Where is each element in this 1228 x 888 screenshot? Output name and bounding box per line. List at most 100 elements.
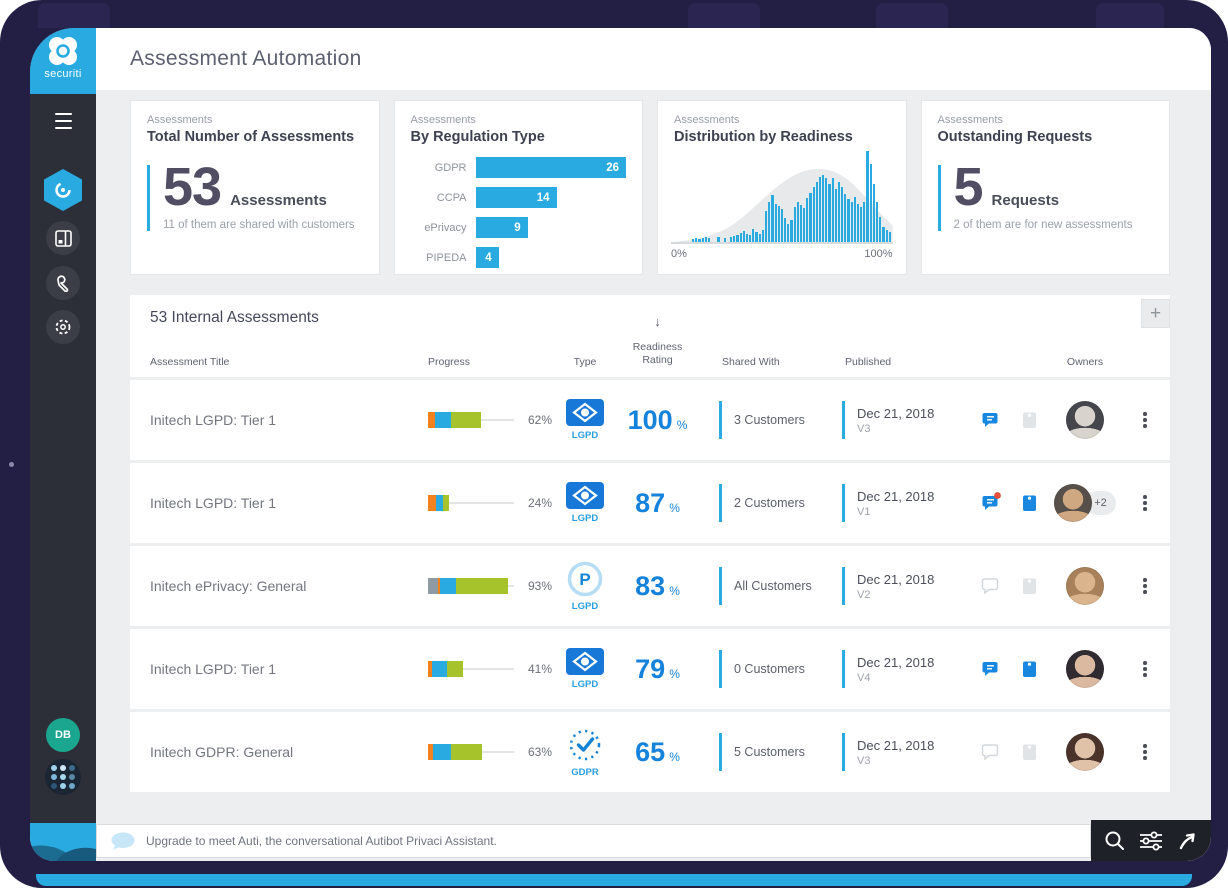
main-content: Assessment Automation Assessments Total … bbox=[96, 28, 1211, 861]
type-gdpr-icon: GDPR bbox=[560, 727, 610, 778]
assessment-title: Initech LGPD: Tier 1 bbox=[150, 495, 277, 511]
column-published: Published bbox=[845, 356, 892, 368]
card-eyebrow: Assessments bbox=[674, 114, 740, 126]
sidebar: securiti bbox=[30, 28, 96, 823]
progress-bar bbox=[428, 661, 514, 677]
card-title: Outstanding Requests bbox=[937, 129, 1093, 145]
stat-unit: Assessments bbox=[230, 192, 327, 210]
card-title: Distribution by Readiness bbox=[674, 129, 853, 145]
comments-icon[interactable] bbox=[981, 743, 1001, 761]
sidebar-item-settings[interactable] bbox=[30, 310, 96, 344]
card-eyebrow: Assessments bbox=[410, 114, 476, 126]
assessment-title: Initech ePrivacy: General bbox=[150, 578, 307, 594]
panel-layout-icon bbox=[46, 221, 80, 255]
gear-icon bbox=[46, 310, 80, 344]
table-rows: Initech LGPD: Tier 1 62% LGPD 100% 3 Cus… bbox=[130, 380, 1170, 792]
column-type: Type bbox=[573, 356, 597, 368]
progress-percent: 63% bbox=[528, 745, 553, 759]
clipboard-icon[interactable] bbox=[1022, 577, 1037, 595]
assessments-table: 53 Internal Assessments + Assessment Tit… bbox=[130, 295, 1170, 792]
row-menu-button[interactable] bbox=[1120, 412, 1170, 428]
table-header: 53 Internal Assessments + Assessment Tit… bbox=[130, 295, 1170, 377]
stat-value: 53 bbox=[163, 157, 222, 217]
regulation-label: GDPR bbox=[434, 161, 467, 174]
sidebar-item-apps[interactable] bbox=[30, 221, 96, 255]
table-row[interactable]: Initech LGPD: Tier 1 24% LGPD 87% 2 Cust… bbox=[130, 463, 1170, 543]
regulation-label: CCPA bbox=[436, 191, 467, 204]
column-assessment-title: Assessment Title bbox=[150, 356, 230, 368]
user-initials: DB bbox=[46, 718, 80, 752]
assessment-hexagon-icon bbox=[44, 169, 82, 211]
clipboard-icon[interactable] bbox=[1022, 494, 1037, 512]
type-lgpd-icon: LGPD bbox=[560, 648, 610, 690]
comments-icon[interactable] bbox=[982, 492, 1001, 512]
row-menu-button[interactable] bbox=[1120, 744, 1170, 760]
stat-note: 2 of them are for new assessments bbox=[953, 219, 1133, 232]
published: Dec 21, 2018 V3 bbox=[842, 733, 975, 771]
shared-with: 5 Customers bbox=[719, 733, 830, 771]
progress-bar bbox=[428, 744, 514, 760]
card-title: By Regulation Type bbox=[410, 129, 545, 145]
table-row[interactable]: Initech LGPD: Tier 1 41% LGPD 79% 0 Cust… bbox=[130, 629, 1170, 709]
table-row[interactable]: Initech ePrivacy: General 93% P LGPD 83% … bbox=[130, 546, 1170, 626]
type-label: GDPR bbox=[571, 766, 599, 778]
comments-icon[interactable] bbox=[982, 411, 1001, 429]
browser-tab-decor bbox=[688, 3, 760, 28]
assistant-input-bar[interactable]: Upgrade to meet Auti, the conversational… bbox=[96, 824, 1091, 858]
shared-with: 0 Customers bbox=[719, 650, 830, 688]
sidebar-item-tools[interactable] bbox=[30, 266, 96, 300]
hamburger-menu-icon[interactable] bbox=[30, 110, 96, 131]
sidebar-footer-decor bbox=[30, 823, 96, 861]
owner-avatar bbox=[1054, 484, 1093, 522]
progress-bar bbox=[428, 412, 514, 428]
table-row[interactable]: Initech LGPD: Tier 1 62% LGPD 100% 3 Cus… bbox=[130, 380, 1170, 460]
regulation-bar: 9 bbox=[475, 217, 528, 238]
comments-icon[interactable] bbox=[981, 577, 1001, 595]
readiness-rating: 79% bbox=[635, 653, 680, 684]
column-progress: Progress bbox=[428, 356, 471, 368]
assessment-title: Initech GDPR: General bbox=[150, 744, 294, 760]
apps-grid-button[interactable] bbox=[30, 759, 96, 795]
stat-block: 5 Requests 2 of them are for new assessm… bbox=[937, 160, 1154, 232]
app-window: securiti bbox=[30, 28, 1211, 861]
progress-bar bbox=[428, 578, 514, 594]
bottom-dock bbox=[1091, 820, 1211, 861]
launch-arrow-icon[interactable] bbox=[1177, 830, 1199, 852]
x-axis-min-label: 0% bbox=[671, 248, 687, 260]
table-row[interactable]: Initech GDPR: General 63% GDPR 65% 5 Cus… bbox=[130, 712, 1170, 792]
chat-bubble-icon bbox=[111, 832, 135, 850]
row-menu-button[interactable] bbox=[1120, 661, 1170, 677]
table-title: 53 Internal Assessments bbox=[150, 309, 319, 326]
row-menu-button[interactable] bbox=[1120, 578, 1170, 594]
card-outstanding-requests: Assessments Outstanding Requests 5 Reque… bbox=[920, 100, 1170, 275]
user-avatar-db[interactable]: DB bbox=[30, 718, 96, 752]
sort-descending-icon[interactable]: ↓ bbox=[654, 313, 661, 329]
regulation-bar-row: ePrivacy 9 bbox=[411, 217, 627, 238]
progress-percent: 41% bbox=[528, 662, 553, 676]
assessment-title: Initech LGPD: Tier 1 bbox=[150, 661, 277, 677]
clipboard-icon[interactable] bbox=[1022, 743, 1037, 761]
owner-avatar bbox=[1066, 733, 1104, 771]
readiness-rating: 100% bbox=[627, 404, 688, 435]
row-menu-button[interactable] bbox=[1120, 495, 1170, 511]
page-title: Assessment Automation bbox=[130, 47, 362, 70]
clipboard-icon[interactable] bbox=[1022, 660, 1037, 678]
brand-text: securiti bbox=[44, 68, 82, 80]
type-label: LGPD bbox=[571, 600, 599, 612]
comments-icon[interactable] bbox=[982, 660, 1001, 678]
column-shared-with: Shared With bbox=[722, 356, 780, 368]
sidebar-item-assessments[interactable] bbox=[30, 169, 96, 211]
readiness-rating: 65% bbox=[635, 736, 680, 767]
search-icon[interactable] bbox=[1104, 830, 1126, 852]
regulation-bar: 26 bbox=[475, 157, 626, 178]
bottom-strip-decor bbox=[36, 874, 1192, 886]
clipboard-icon[interactable] bbox=[1022, 411, 1037, 429]
filters-sliders-icon[interactable] bbox=[1138, 831, 1164, 851]
type-eprivacy-icon: P LGPD bbox=[560, 561, 610, 612]
securiti-logo[interactable]: securiti bbox=[30, 28, 96, 94]
type-label: LGPD bbox=[571, 513, 599, 524]
add-assessment-button[interactable]: + bbox=[1141, 299, 1170, 328]
regulation-bar-row: CCPA 14 bbox=[411, 187, 627, 208]
card-distribution-readiness: Assessments Distribution by Readiness 0%… bbox=[657, 100, 907, 275]
